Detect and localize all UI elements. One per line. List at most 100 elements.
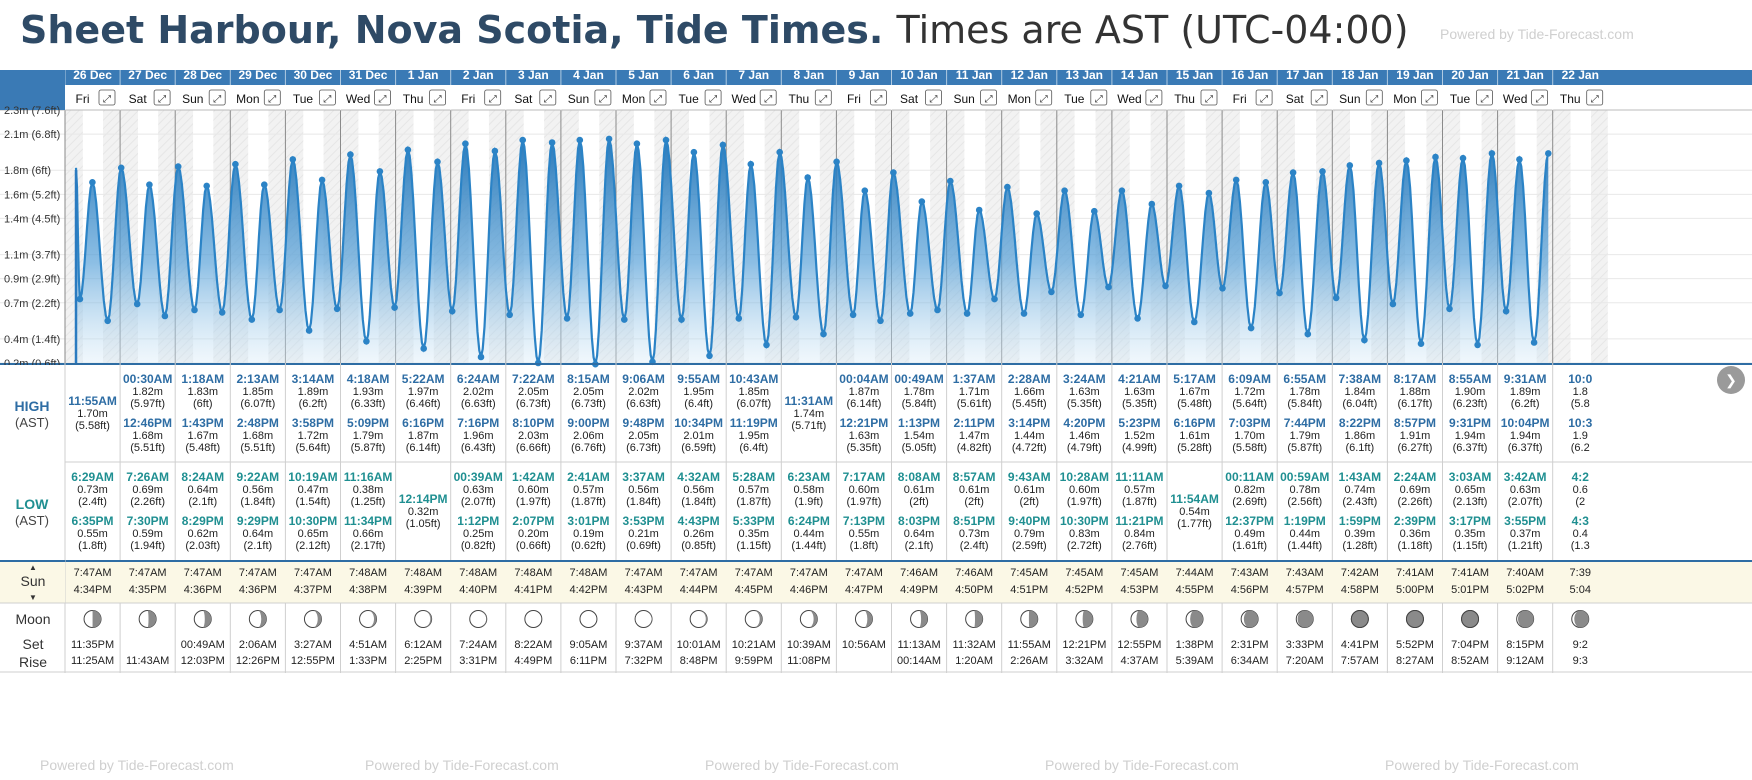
tide-time: 8:15AM (567, 372, 610, 386)
tide-height-m: 0.57m (573, 484, 604, 496)
tide-height-m: 0.56m (243, 484, 274, 496)
tide-point (690, 148, 698, 156)
tide-height-ft: (1.94ft) (130, 540, 165, 552)
expand-icon: ⤢ (1536, 94, 1544, 105)
moonrise-time: 9:59PM (735, 655, 773, 667)
tide-time: 7:17AM (843, 470, 886, 484)
tide-height-ft: (6.73ft) (516, 398, 551, 410)
expand-icon (263, 89, 281, 106)
tide-height-ft: (1.9ft) (794, 496, 823, 508)
expand-icon (1421, 89, 1438, 106)
page-title-timezone: Times are AST (UTC-04:00) (896, 8, 1409, 52)
date-label: 18 Jan (1341, 70, 1378, 82)
date-label: 10 Jan (900, 70, 937, 82)
expand-icon: ⤢ (1040, 94, 1048, 105)
sunset-time: 4:46PM (790, 584, 828, 596)
sun-row-bg (0, 562, 1752, 603)
moonrise-time: 9:3 (1573, 655, 1588, 667)
footer-watermark: Powered by Tide-Forecast.com (365, 757, 559, 773)
tide-time: 3:42AM (1504, 470, 1547, 484)
expand-icon (759, 89, 777, 106)
moonset-time: 7:04PM (1451, 639, 1489, 651)
tide-height-ft: (2.76ft) (1122, 540, 1157, 552)
tide-height-m: 1.61m (1179, 430, 1210, 442)
tide-height-ft: (1.8ft) (850, 540, 879, 552)
expand-icon: ⤢ (158, 94, 166, 105)
tide-height-m: 2.06m (573, 430, 604, 442)
tide-height-ft: (2.07ft) (461, 496, 496, 508)
powered-by-watermark: Powered by Tide-Forecast.com (1440, 26, 1634, 42)
tide-point (1346, 162, 1354, 169)
tide-time: 11:54AM (1170, 492, 1219, 506)
moon-phase-shade (1082, 610, 1093, 628)
moon-phase-shade (1574, 610, 1589, 628)
tide-height-m: 1.68m (243, 430, 274, 442)
day-of-week-label: Wed (1117, 92, 1141, 106)
tide-point (1232, 176, 1240, 184)
tide-height-m: 1.67m (1179, 386, 1210, 398)
tide-point (1162, 282, 1169, 290)
tide-height-m: 1.78m (1289, 386, 1320, 398)
moonset-time: 8:15PM (1506, 639, 1544, 651)
tide-height-ft: (2.1ft) (188, 496, 217, 508)
tide-height-m: 0.61m (904, 484, 935, 496)
expand-icon (1255, 89, 1273, 106)
expand-icon: ⤢ (1260, 94, 1268, 105)
tide-height-m: 0.82m (1234, 484, 1265, 496)
moonrise-time: 8:48PM (680, 655, 718, 667)
tide-height-m: 0.83m (1069, 528, 1100, 540)
expand-icon: ⤢ (819, 94, 827, 105)
tide-height-ft: (5.51ft) (240, 442, 275, 454)
tide-point (1033, 210, 1040, 217)
moonrise-time: 6:34AM (1231, 655, 1269, 667)
tide-height-ft: (6.23ft) (1453, 398, 1488, 410)
tide-height-m: 1.94m (1455, 430, 1486, 442)
tide-height-m: 0.69m (132, 484, 163, 496)
moon-phase-shade (863, 610, 873, 628)
tide-point (420, 345, 428, 352)
moon-phase-shade (1350, 610, 1369, 628)
expand-icon (925, 89, 942, 106)
sunset-time: 4:34PM (74, 584, 112, 596)
sun-label-bg (0, 562, 65, 603)
date-label: 20 Jan (1451, 70, 1488, 82)
tide-height-ft: (5.35ft) (1122, 398, 1157, 410)
tide-height-m: 0.25m (463, 528, 494, 540)
tide-height-ft: (6.63ft) (626, 398, 661, 410)
y-tick-label: 1.1m (3.7ft) (4, 250, 60, 262)
tide-point (1361, 336, 1368, 344)
tide-point (776, 148, 783, 156)
tide-height-m: 1.93m (353, 386, 384, 398)
tide-point (404, 146, 412, 154)
moonrise-time: 9:12AM (1506, 655, 1544, 667)
tide-point (448, 307, 456, 315)
tide-height-ft: (0.62ft) (571, 540, 606, 552)
sunrise-time: 7:48AM (404, 567, 442, 579)
tide-time: 2:07PM (512, 514, 554, 528)
sunrise-time: 7:47AM (625, 567, 663, 579)
tide-height-ft: (5.64ft) (1232, 398, 1267, 410)
tide-point (519, 136, 526, 144)
tide-time: 7:38AM (1339, 372, 1382, 386)
tide-time: 1:18AM (181, 372, 224, 386)
tide-point (1403, 157, 1410, 164)
tide-height-ft: (1.77ft) (1177, 518, 1212, 530)
expand-icon: ⤢ (1315, 94, 1323, 105)
tide-time: 5:09PM (347, 416, 389, 430)
tide-height-m: 0.65m (298, 528, 329, 540)
tide-time: 3:53PM (623, 514, 665, 528)
expand-icon: ⤢ (268, 94, 276, 105)
tide-point (833, 158, 840, 166)
moonset-time: 9:37AM (625, 639, 663, 651)
tide-time: 6:23AM (788, 470, 831, 484)
sunset-time: 4:36PM (239, 584, 277, 596)
tide-height-m: 1.83m (187, 386, 218, 398)
date-label: 6 Jan (683, 70, 714, 82)
moon-phase-shade (808, 610, 818, 628)
tide-height-m: 1.95m (683, 386, 714, 398)
tide-time: 8:24AM (181, 470, 224, 484)
sunset-time: 4:39PM (404, 584, 442, 596)
tide-height-m: 0.37m (1510, 528, 1541, 540)
tide-point (1304, 330, 1312, 338)
tide-height-ft: (4.72ft) (1012, 442, 1047, 454)
